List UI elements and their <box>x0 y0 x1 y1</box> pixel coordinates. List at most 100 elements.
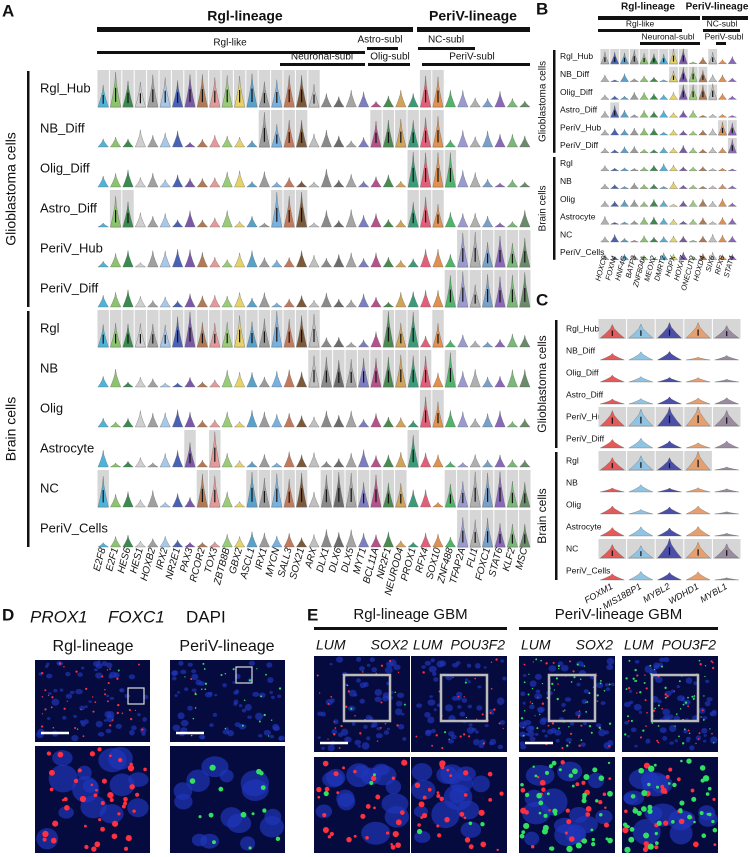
violin <box>708 200 718 207</box>
nucleus <box>142 717 148 722</box>
signal-dot <box>42 837 47 842</box>
nucleus <box>344 736 352 743</box>
violin <box>678 129 688 136</box>
nucleus <box>604 683 610 687</box>
row-label: NB <box>560 176 572 186</box>
nucleus <box>623 792 638 805</box>
nucleus <box>433 708 437 712</box>
gene-label: ARX <box>303 546 319 570</box>
nucleus <box>657 699 662 704</box>
violin <box>698 198 708 207</box>
nucleus <box>555 738 560 743</box>
violin <box>407 258 419 268</box>
nucleus <box>554 823 581 847</box>
nucleus <box>315 804 333 819</box>
violin <box>432 249 444 268</box>
nucleus <box>172 724 181 732</box>
signal-dot <box>678 680 681 683</box>
violin <box>308 299 320 308</box>
violin <box>600 353 625 361</box>
violin <box>184 496 196 508</box>
zoom-box <box>235 666 253 684</box>
nucleus <box>278 737 283 741</box>
violin <box>457 411 469 428</box>
nucleus <box>80 666 85 670</box>
nucleus <box>484 724 489 728</box>
signal-dot <box>541 787 546 792</box>
sublineage-label: NC-subl <box>428 35 464 46</box>
violin <box>649 164 659 171</box>
signal-dot <box>693 697 695 699</box>
signal-dot <box>57 751 64 758</box>
nucleus <box>600 701 606 706</box>
nucleus <box>53 688 58 693</box>
nucleus <box>595 809 613 825</box>
violin <box>258 454 270 468</box>
signal-dot <box>52 820 59 827</box>
group-bar <box>27 311 30 547</box>
signal-dot <box>691 695 694 698</box>
nucleus <box>598 729 606 737</box>
signal-dot <box>604 806 607 809</box>
violin <box>727 55 737 64</box>
gene-label: MYBL2 <box>641 581 672 604</box>
violin <box>506 421 519 428</box>
signal-dot <box>143 767 147 772</box>
signal-dot <box>680 759 683 763</box>
violin <box>714 355 739 361</box>
violin <box>639 201 649 207</box>
nucleus <box>663 657 670 663</box>
signal-dot <box>395 819 402 826</box>
nucleus <box>497 744 504 750</box>
signal-dot <box>463 816 467 820</box>
signal-dot <box>262 808 267 813</box>
stain-label: SOX2 <box>576 637 614 653</box>
nucleus <box>483 666 487 669</box>
violin <box>657 396 682 405</box>
signal-dot <box>209 764 216 771</box>
violin <box>221 411 233 428</box>
signal-dot <box>106 669 109 671</box>
signal-dot <box>385 831 390 835</box>
violin <box>639 75 649 82</box>
signal-dot <box>117 669 120 672</box>
violin <box>358 449 370 468</box>
nucleus <box>371 721 378 728</box>
violin <box>134 262 147 268</box>
signal-dot <box>198 815 202 819</box>
violin <box>209 295 221 308</box>
row-label: NC <box>40 480 59 495</box>
nucleus <box>676 685 681 689</box>
signal-dot <box>585 812 591 817</box>
nucleus <box>583 721 587 726</box>
violin <box>506 221 519 228</box>
row-label: Astrocyte <box>566 521 602 531</box>
signal-dot <box>592 767 598 773</box>
group-label: Brain cells <box>538 185 549 231</box>
nucleus <box>359 698 365 704</box>
violin <box>134 376 146 388</box>
nucleus <box>173 782 193 800</box>
violin <box>600 165 610 171</box>
signal-dot <box>552 808 558 814</box>
violin <box>620 167 629 171</box>
signal-dot <box>556 697 559 701</box>
violin <box>686 377 711 383</box>
nucleus <box>259 815 284 838</box>
violin <box>159 536 171 548</box>
nucleus <box>677 695 686 702</box>
violin <box>628 376 653 383</box>
signal-dot <box>208 812 214 818</box>
violin <box>246 461 258 468</box>
gene-label: MYBL1 <box>698 581 729 604</box>
nucleus <box>475 730 479 734</box>
violin <box>234 372 246 388</box>
nucleus <box>333 719 339 725</box>
nucleus <box>685 738 690 743</box>
signal-dot <box>417 823 421 827</box>
violin <box>600 183 610 189</box>
violin <box>600 398 625 405</box>
violin <box>698 166 708 171</box>
violin <box>308 222 320 228</box>
signal-dot <box>537 696 539 699</box>
